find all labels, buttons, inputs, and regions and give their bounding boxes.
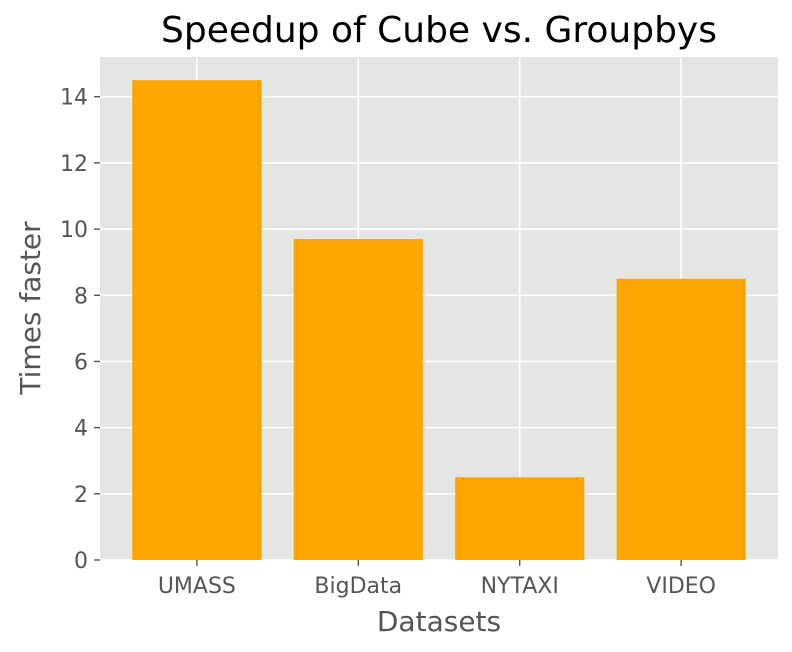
y-tick-label: 8 [74,284,88,309]
y-tick-label: 14 [60,86,88,111]
bar [455,477,585,560]
y-axis-label: Times faster [14,221,47,396]
y-tick-label: 6 [74,350,88,375]
bar [293,239,423,560]
x-axis-ticks: UMASS BigData NYTAXI VIDEO [158,560,716,599]
y-tick-label: 12 [60,152,88,177]
bar [616,278,746,560]
y-tick-label: 0 [74,549,88,574]
chart-title: Speedup of Cube vs. Groupbys [161,10,717,51]
x-tick-label: UMASS [158,574,236,599]
x-tick-label: VIDEO [646,574,716,599]
y-tick-label: 4 [74,417,88,442]
x-tick-label: NYTAXI [481,574,559,599]
y-axis-ticks: 0 2 4 6 8 10 12 14 [60,86,100,574]
bar [132,80,262,560]
y-tick-label: 2 [74,483,88,508]
x-tick-label: BigData [314,574,402,599]
x-axis-label: Datasets [377,605,501,638]
bars [132,80,746,560]
y-tick-label: 10 [60,218,88,243]
